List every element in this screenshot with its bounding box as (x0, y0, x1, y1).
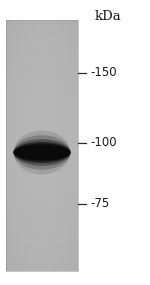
Bar (55, 20, 56, 271)
Bar (25, 20, 26, 271)
Bar (37, 20, 38, 271)
Bar (59, 20, 60, 271)
Bar (74, 20, 76, 271)
Bar (24, 20, 25, 271)
Bar (10, 20, 11, 271)
Bar (13, 20, 14, 271)
Ellipse shape (14, 131, 70, 174)
Ellipse shape (14, 142, 70, 163)
Ellipse shape (14, 139, 70, 166)
Bar (72, 20, 73, 271)
Bar (67, 20, 68, 271)
Bar (76, 20, 77, 271)
Bar (66, 20, 67, 271)
Bar (34, 20, 35, 271)
Bar (44, 20, 46, 271)
Ellipse shape (14, 145, 70, 160)
Bar (18, 20, 19, 271)
Text: -75: -75 (90, 197, 109, 210)
Ellipse shape (14, 135, 70, 170)
Bar (16, 20, 17, 271)
Bar (62, 20, 64, 271)
Bar (54, 20, 55, 271)
Ellipse shape (14, 143, 70, 162)
Ellipse shape (14, 146, 70, 158)
Bar (17, 20, 18, 271)
Bar (29, 20, 30, 271)
Bar (49, 20, 50, 271)
Bar (20, 20, 22, 271)
Bar (35, 20, 36, 271)
Bar (36, 20, 37, 271)
Bar (19, 20, 20, 271)
Bar (31, 20, 32, 271)
Bar (32, 20, 34, 271)
Text: -100: -100 (90, 136, 117, 149)
Bar (8, 20, 10, 271)
Bar (26, 20, 28, 271)
Bar (52, 20, 53, 271)
Bar (12, 20, 13, 271)
Bar (60, 20, 61, 271)
Bar (61, 20, 62, 271)
Bar (6, 20, 78, 271)
Bar (70, 20, 71, 271)
Bar (40, 20, 41, 271)
Bar (58, 20, 59, 271)
Bar (11, 20, 12, 271)
Bar (48, 20, 49, 271)
Bar (28, 20, 29, 271)
Text: -150: -150 (90, 66, 117, 79)
Bar (23, 20, 24, 271)
Bar (64, 20, 65, 271)
Bar (56, 20, 58, 271)
Bar (38, 20, 40, 271)
Bar (41, 20, 42, 271)
Bar (73, 20, 74, 271)
Bar (14, 20, 16, 271)
Text: kDa: kDa (95, 10, 121, 23)
Bar (68, 20, 70, 271)
Bar (77, 20, 78, 271)
Bar (6, 20, 7, 271)
Bar (7, 20, 8, 271)
Bar (50, 20, 52, 271)
Bar (30, 20, 31, 271)
Bar (47, 20, 48, 271)
Bar (22, 20, 23, 271)
Bar (43, 20, 44, 271)
Bar (42, 20, 43, 271)
Bar (65, 20, 66, 271)
Bar (46, 20, 47, 271)
Bar (53, 20, 54, 271)
Bar (71, 20, 72, 271)
